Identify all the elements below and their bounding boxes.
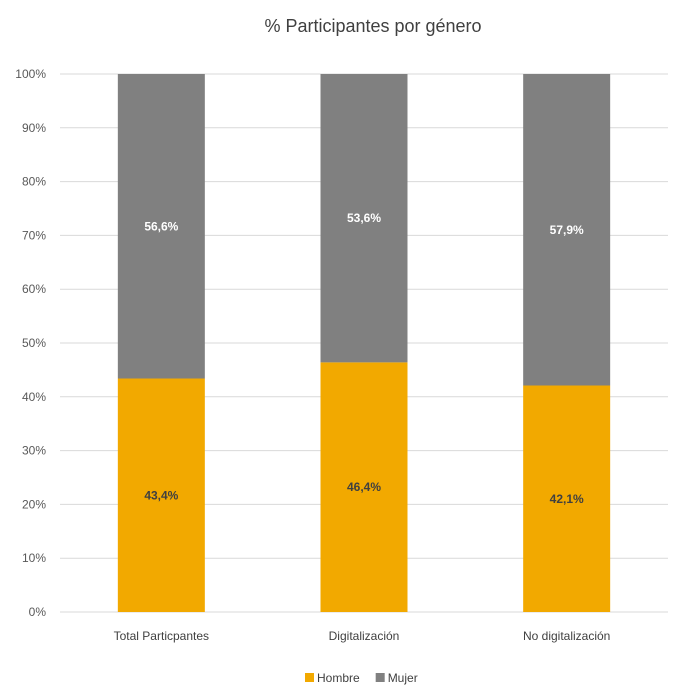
x-category-label: No digitalización bbox=[523, 629, 610, 643]
data-label-mujer-2: 57,9% bbox=[550, 223, 584, 237]
y-tick-label: 0% bbox=[29, 605, 47, 619]
bar-mujer-1 bbox=[320, 74, 408, 363]
bars bbox=[117, 74, 611, 612]
x-category-label: Total Particpantes bbox=[114, 629, 209, 643]
y-tick-label: 80% bbox=[22, 175, 46, 189]
legend-swatch-mujer bbox=[375, 673, 385, 682]
legend-label-mujer: Mujer bbox=[388, 671, 418, 685]
legend: Hombre Mujer bbox=[305, 671, 418, 685]
legend-label-hombre: Hombre bbox=[317, 671, 360, 685]
y-axis-ticks: 0% 10% 20% 30% 40% 50% 60% 70% 80% 90% 100% bbox=[15, 67, 46, 619]
bar-hombre-1 bbox=[320, 362, 408, 612]
chart-title: % Participantes por género bbox=[264, 16, 481, 36]
legend-swatch-hombre bbox=[305, 673, 314, 682]
y-tick-label: 70% bbox=[22, 228, 46, 242]
bar-mujer-2 bbox=[523, 74, 611, 386]
y-tick-label: 100% bbox=[15, 67, 46, 81]
y-tick-label: 60% bbox=[22, 282, 46, 296]
data-label-mujer-1: 53,6% bbox=[347, 211, 381, 225]
data-label-hombre-1: 46,4% bbox=[347, 480, 381, 494]
x-category-label: Digitalización bbox=[329, 629, 400, 643]
data-label-hombre-2: 42,1% bbox=[550, 492, 584, 506]
y-tick-label: 30% bbox=[22, 444, 46, 458]
bar-mujer-0 bbox=[117, 74, 205, 379]
y-tick-label: 90% bbox=[22, 121, 46, 135]
y-tick-label: 40% bbox=[22, 390, 46, 404]
x-axis-categories: Total Particpantes Digitalización No digit… bbox=[114, 629, 611, 643]
y-tick-label: 10% bbox=[22, 551, 46, 565]
data-labels: 43,4% 56,6% 46,4% 53,6% 42,1% 57,9% bbox=[144, 211, 584, 506]
bar-hombre-2 bbox=[523, 385, 611, 612]
data-label-mujer-0: 56,6% bbox=[144, 219, 178, 233]
y-tick-label: 50% bbox=[22, 336, 46, 350]
y-tick-label: 20% bbox=[22, 497, 46, 511]
data-label-hombre-0: 43,4% bbox=[144, 488, 178, 502]
bar-hombre-0 bbox=[117, 378, 205, 612]
